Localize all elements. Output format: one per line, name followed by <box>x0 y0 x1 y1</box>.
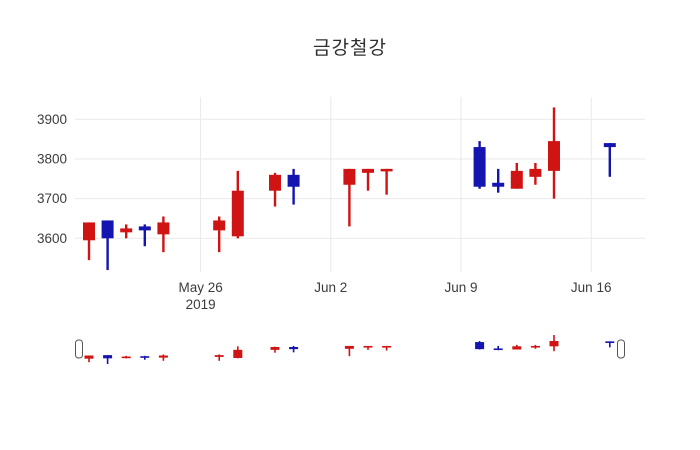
candle-body <box>101 220 114 239</box>
candle-body <box>83 222 95 241</box>
candle-body <box>157 222 170 235</box>
mini-candle-body <box>549 341 559 347</box>
candle-wick <box>385 168 388 195</box>
mini-candle-body <box>475 342 485 350</box>
candle-body <box>473 147 486 187</box>
candle-body <box>120 228 133 233</box>
mini-candle-wick <box>88 355 90 363</box>
x-tick-label: May 26 <box>178 280 222 295</box>
mini-candle-body <box>493 348 503 351</box>
mini-candle-body <box>103 355 113 359</box>
mini-candle-body <box>363 345 373 348</box>
candle-body <box>362 168 374 173</box>
candle-body <box>138 226 151 231</box>
candle-wick <box>497 168 500 193</box>
candle-wick <box>608 143 611 177</box>
mini-candle-body <box>530 345 540 348</box>
mini-candle-wick <box>497 345 499 351</box>
mini-candle-body <box>382 345 392 348</box>
candle-body <box>213 220 226 231</box>
mini-candle-wick <box>609 341 611 348</box>
rangeslider-left-handle[interactable] <box>75 339 83 359</box>
candle-body <box>510 170 523 189</box>
mini-candle-body <box>270 347 280 350</box>
mini-candle-wick <box>367 345 369 350</box>
candle-wick <box>292 168 295 205</box>
mini-candle-body <box>605 341 615 343</box>
x-tick-label: Jun 16 <box>571 280 612 295</box>
mini-candle-body <box>344 345 354 349</box>
mini-candle-body <box>214 355 224 357</box>
candle-body <box>492 182 505 187</box>
x-tick-year-label: 2019 <box>186 297 216 312</box>
mini-candle-body <box>289 347 299 350</box>
mini-candle-body <box>158 355 168 358</box>
mini-candle-wick <box>385 345 388 351</box>
candle-wick <box>348 168 351 227</box>
candle-body <box>231 190 244 237</box>
rangeslider-right-handle[interactable] <box>617 339 625 359</box>
candle-body <box>529 168 542 177</box>
mini-candle-body <box>512 346 522 350</box>
candle-body <box>343 168 356 185</box>
mini-candle-wick <box>162 354 165 361</box>
y-tick-label: 3900 <box>37 112 67 127</box>
y-tick-label: 3600 <box>37 231 67 246</box>
candle-wick <box>87 222 91 261</box>
mini-candle-wick <box>348 345 351 357</box>
candle-wick <box>143 224 146 247</box>
mini-candle-body <box>84 355 94 359</box>
candle-wick <box>366 168 370 191</box>
mini-candle-body <box>140 356 150 358</box>
candle-body <box>603 143 616 148</box>
candle-wick <box>162 216 165 253</box>
x-tick-label: Jun 9 <box>444 280 477 295</box>
mini-candle-wick <box>106 355 109 364</box>
y-tick-label: 3700 <box>37 191 67 206</box>
candle-body <box>269 174 281 191</box>
mini-candle-body <box>233 349 243 358</box>
mini-candle-wick <box>218 354 220 361</box>
x-tick-label: Jun 2 <box>314 280 347 295</box>
chart-title: 금강철강 <box>313 38 387 59</box>
candle-body <box>380 168 393 172</box>
mini-candle-body <box>121 356 131 359</box>
candle-wick <box>218 216 221 253</box>
candle-body <box>287 174 300 187</box>
candle-body <box>548 141 560 171</box>
y-tick-label: 3800 <box>37 151 67 166</box>
candle-wick <box>106 220 109 271</box>
